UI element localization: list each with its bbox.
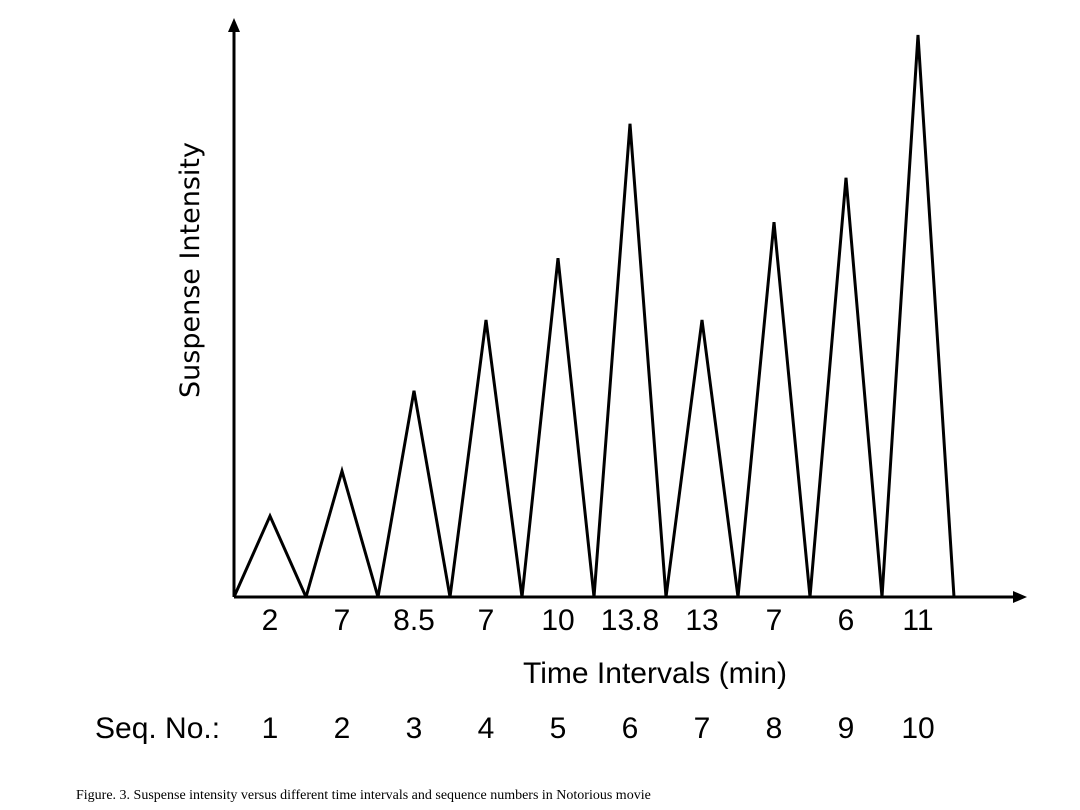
peak-4 xyxy=(448,319,524,598)
interval-label: 13.8 xyxy=(601,604,659,637)
peak-9 xyxy=(808,177,884,598)
sequence-label: 7 xyxy=(694,712,711,745)
sequence-label: 4 xyxy=(478,712,495,745)
sequence-label: 8 xyxy=(766,712,783,745)
interval-label: 6 xyxy=(838,604,855,637)
x-axis-label: Time Intervals (min) xyxy=(523,657,787,690)
interval-label: 7 xyxy=(334,604,351,637)
peak-2 xyxy=(304,465,380,598)
sequence-label: 10 xyxy=(901,712,934,745)
peak-7 xyxy=(664,319,740,598)
interval-label: 13 xyxy=(685,604,718,637)
interval-label: 2 xyxy=(262,604,279,637)
peak-5 xyxy=(520,257,596,598)
sequence-label: 6 xyxy=(622,712,639,745)
peak-1 xyxy=(232,512,308,598)
sequence-label: 2 xyxy=(334,712,351,745)
seq-label: Seq. No.: xyxy=(95,712,220,745)
peak-6 xyxy=(592,123,668,598)
interval-label: 7 xyxy=(766,604,783,637)
interval-label: 7 xyxy=(478,604,495,637)
y-axis-label: Suspense Intensity xyxy=(175,142,206,398)
sequence-label: 3 xyxy=(406,712,423,745)
triangles xyxy=(232,34,956,598)
peak-8 xyxy=(736,222,812,598)
sequence-label: 9 xyxy=(838,712,855,745)
y-axis-arrow xyxy=(228,18,240,32)
x-axis-arrow xyxy=(1013,591,1027,603)
interval-label: 11 xyxy=(902,604,933,637)
peak-10 xyxy=(880,34,956,598)
figure-caption: Figure. 3. Suspense intensity versus dif… xyxy=(76,788,651,803)
interval-label: 8.5 xyxy=(393,604,435,637)
sequence-label: 1 xyxy=(262,712,279,745)
peak-3 xyxy=(376,390,452,598)
interval-label: 10 xyxy=(541,604,574,637)
sequence-label: 5 xyxy=(550,712,567,745)
